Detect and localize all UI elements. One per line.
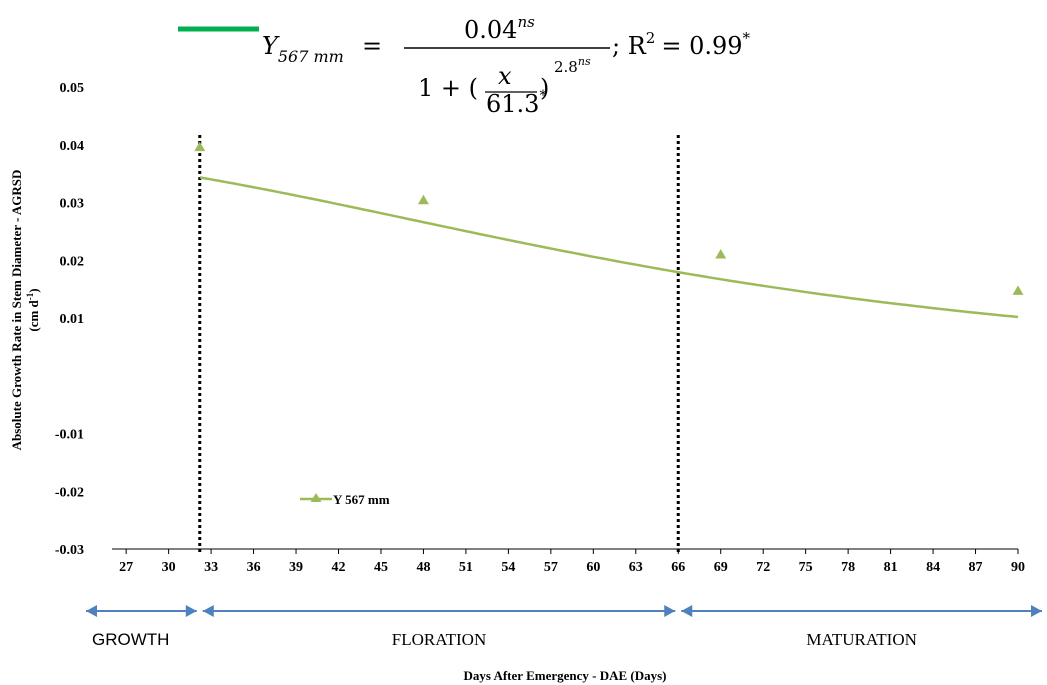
phase-label: FLORATION — [392, 630, 486, 649]
series-line — [199, 176, 1019, 319]
y-tick-label: 0.03 — [60, 197, 85, 212]
x-tick-label: 27 — [119, 560, 133, 575]
eq-den-exp: 2.8 — [554, 58, 578, 76]
y-tick-label: 0.01 — [60, 312, 85, 327]
eq-numerator-sup: ns — [517, 13, 535, 31]
y-tick-label: -0.02 — [55, 485, 84, 500]
eq-r2-star: * — [743, 29, 751, 47]
x-tick-label: 36 — [247, 560, 261, 575]
eq-lhs-sub: 567 mm — [278, 47, 344, 66]
x-tick-label: 54 — [501, 560, 515, 575]
y-tick-label: -0.01 — [55, 428, 84, 443]
phase-arrow-head-left — [86, 605, 97, 617]
legend: Y 567 mm — [300, 492, 390, 507]
eq-r2-label: ; R — [612, 32, 647, 60]
x-tick-label: 84 — [926, 560, 940, 575]
x-tick-label: 33 — [204, 560, 218, 575]
y-axis-title: Absolute Growth Rate in Stem Diameter - … — [9, 170, 24, 451]
phase-arrow-head-right — [1031, 605, 1042, 617]
y-tick-label: 0.05 — [60, 81, 85, 96]
x-tick-label: 72 — [756, 560, 770, 575]
eq-r2-sup: 2 — [646, 29, 656, 47]
x-tick-label: 60 — [586, 560, 600, 575]
legend-label: Y 567 mm — [333, 492, 390, 507]
x-tick-label: 57 — [544, 560, 558, 575]
x-tick-label: 66 — [671, 560, 685, 575]
x-tick-label: 90 — [1011, 560, 1025, 575]
x-tick-label: 78 — [841, 560, 855, 575]
eq-r2-value: = 0.99 — [661, 32, 742, 60]
phase-arrow-head-right — [185, 605, 197, 617]
y-tick-label: -0.03 — [55, 543, 84, 558]
svg-text:2.8ns: 2.8ns — [554, 55, 591, 76]
svg-text:0.04ns: 0.04ns — [464, 13, 535, 44]
data-point — [715, 249, 727, 259]
eq-den-x: x — [498, 62, 512, 90]
x-tick-label: 87 — [969, 560, 983, 575]
x-tick-label: 63 — [629, 560, 643, 575]
svg-text:Y567 mm: Y567 mm — [262, 32, 344, 66]
phase-arrow-head-left — [681, 605, 693, 617]
eq-den-b-sup: * — [539, 88, 546, 104]
svg-text:61.3*: 61.3* — [486, 88, 546, 118]
data-point — [417, 194, 429, 205]
x-axis-title: Days After Emergency - DAE (Days) — [463, 668, 666, 683]
phase-arrow-head-left — [202, 605, 214, 617]
x-tick-label: 51 — [459, 560, 473, 575]
x-tick-label: 69 — [714, 560, 728, 575]
x-tick-label: 30 — [162, 560, 176, 575]
data-point — [1012, 285, 1024, 295]
phase-arrow-head-right — [664, 605, 676, 617]
eq-lhs: Y — [262, 32, 280, 60]
y-axis-unit-exp: -1 — [25, 292, 35, 300]
y-tick-label: 0.04 — [60, 139, 85, 154]
legend-marker — [310, 493, 322, 502]
eq-den-exp-sup: ns — [578, 55, 591, 68]
x-tick-label: 48 — [416, 560, 430, 575]
x-tick-label: 81 — [884, 560, 898, 575]
x-tick-label: 42 — [332, 560, 346, 575]
regression-equation: Y567 mm = 0.04ns 1 + ( x 61.3* ) 2.8ns ;… — [262, 13, 751, 118]
x-tick-label: 39 — [289, 560, 303, 575]
x-tick-label: 45 — [374, 560, 388, 575]
y-axis-unit-close: ) — [26, 288, 41, 292]
phase-label: MATURATION — [806, 630, 917, 649]
y-axis-unit-base: (cm d — [26, 299, 41, 331]
y-axis-unit: (cm d-1) — [25, 288, 41, 331]
phase-label: GROWTH — [92, 630, 169, 649]
y-tick-label: 0.02 — [60, 254, 85, 269]
svg-text:; R2= 0.99*: ; R2 = 0.99* — [612, 29, 751, 60]
eq-numerator: 0.04 — [464, 16, 517, 44]
eq-den-close: ) — [540, 74, 549, 102]
eq-equals: = — [362, 32, 382, 60]
eq-den-pre: 1 + ( — [418, 74, 478, 102]
data-point — [194, 141, 206, 152]
x-tick-label: 75 — [799, 560, 813, 575]
eq-den-b: 61.3 — [486, 90, 539, 118]
